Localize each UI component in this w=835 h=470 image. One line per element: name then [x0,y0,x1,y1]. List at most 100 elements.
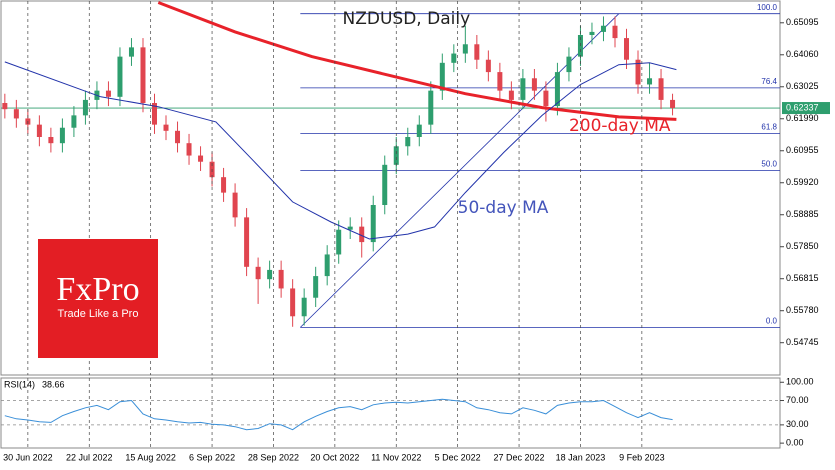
candle-body [359,226,365,243]
candle-body [301,297,307,317]
rsi-tick-label: 0.00 [786,438,804,448]
y-tick-label: 0.58885 [786,209,819,219]
candle-body [382,164,388,205]
last-price-label: 0.62337 [786,102,819,112]
candle-body [13,109,19,119]
fib-trendline [300,13,620,328]
candle-body [140,47,146,103]
rsi-tick-label: 30.00 [786,419,809,429]
x-tick-label: 30 Jun 2022 [3,452,53,462]
candle-body [232,192,238,218]
candle-body [520,78,526,100]
candle-body [186,143,192,156]
last-price-box [782,102,830,115]
candle-body [82,99,88,116]
x-tick-label: 9 Feb 2023 [619,452,665,462]
candle-body [670,99,676,108]
candle-body [198,155,204,162]
x-tick-label: 28 Sep 2022 [248,452,299,462]
candle-body [658,78,664,100]
rsi-tick-label: 70.00 [786,395,809,405]
candle-body [393,146,399,165]
candle-body [255,266,261,280]
candle-body [221,177,227,193]
logo-name: FxPro [56,271,139,308]
candle-body [336,229,342,255]
candle-body [175,130,181,144]
x-tick-label: 5 Dec 2022 [435,452,481,462]
candle-body [635,59,641,85]
annotation: 50-day MA [458,198,549,218]
candle-body [267,269,273,280]
logo-box [38,239,158,358]
rsi-tick-label: 100.00 [786,377,814,387]
candle-body [600,25,606,32]
candle-body [416,124,422,137]
candle-body [71,115,77,128]
y-tick-label: 0.55780 [786,305,819,315]
candle-body [163,124,169,131]
candle-body [278,269,284,289]
y-tick-label: 0.54745 [786,337,819,347]
candle-body [428,90,434,125]
candle-body [59,127,65,144]
rsi-last: 38.66 [42,379,65,389]
moving-average [4,61,677,240]
candle-body [244,217,250,267]
price-panel [0,0,781,376]
annotation: NZDUSD, Daily [343,9,471,29]
candle-body [508,90,514,100]
candle-body [451,53,457,63]
candle-body [405,137,411,147]
x-tick-label: 20 Oct 2022 [310,452,359,462]
candle-body [474,44,480,60]
candle-body [439,62,445,91]
x-tick-label: 6 Sep 2022 [189,452,235,462]
candle-body [117,56,123,97]
candle-body [624,38,630,60]
moving-average [157,1,677,121]
candle-body [566,56,572,73]
x-tick-label: 15 Aug 2022 [125,452,176,462]
x-tick-label: 27 Dec 2022 [494,452,545,462]
fib-label: 50.0 [761,159,777,168]
candle-body [347,226,353,230]
fib-label: 100.0 [757,3,778,12]
y-tick-label: 0.65095 [786,17,819,27]
price-plot [1,1,780,328]
candle-body [2,103,8,110]
y-tick-label: 0.63025 [786,81,819,91]
candle-body [543,90,549,107]
y-tick-label: 0.64060 [786,49,819,59]
y-tick-label: 0.57850 [786,241,819,251]
rsi-panel [0,377,781,449]
x-tick-label: 18 Jan 2023 [556,452,606,462]
fib-label: 0.0 [766,317,778,326]
fib-label: 76.4 [761,77,777,86]
candle-body [370,205,376,243]
y-tick-label: 0.60955 [786,145,819,155]
candle-body [324,254,330,277]
candle-body [290,288,296,317]
candle-body [589,31,595,35]
candle-body [36,124,42,137]
annotation: 200-day MA [569,116,671,136]
candle-body [612,25,618,39]
candle-body [497,72,503,91]
x-tick-label: 11 Nov 2022 [371,452,421,462]
y-tick-label: 0.56815 [786,273,819,283]
candle-body [128,47,134,57]
candle-body [647,78,653,85]
x-tick-label: 22 Jul 2022 [66,452,113,462]
y-tick-label: 0.61990 [786,113,819,123]
y-tick-label: 0.59920 [786,177,819,187]
candle-body [485,59,491,73]
candle-body [48,137,54,144]
candle-body [554,72,560,107]
candle-body [531,78,537,91]
rsi-name: RSI(14) [4,379,35,389]
candle-body [462,44,468,54]
candle-body [105,90,111,97]
